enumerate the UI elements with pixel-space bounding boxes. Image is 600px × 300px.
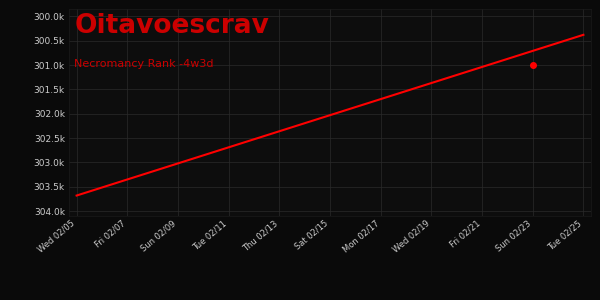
Text: Necromancy Rank -4w3d: Necromancy Rank -4w3d [74,59,214,69]
Text: Oitavoescrav: Oitavoescrav [74,13,269,39]
